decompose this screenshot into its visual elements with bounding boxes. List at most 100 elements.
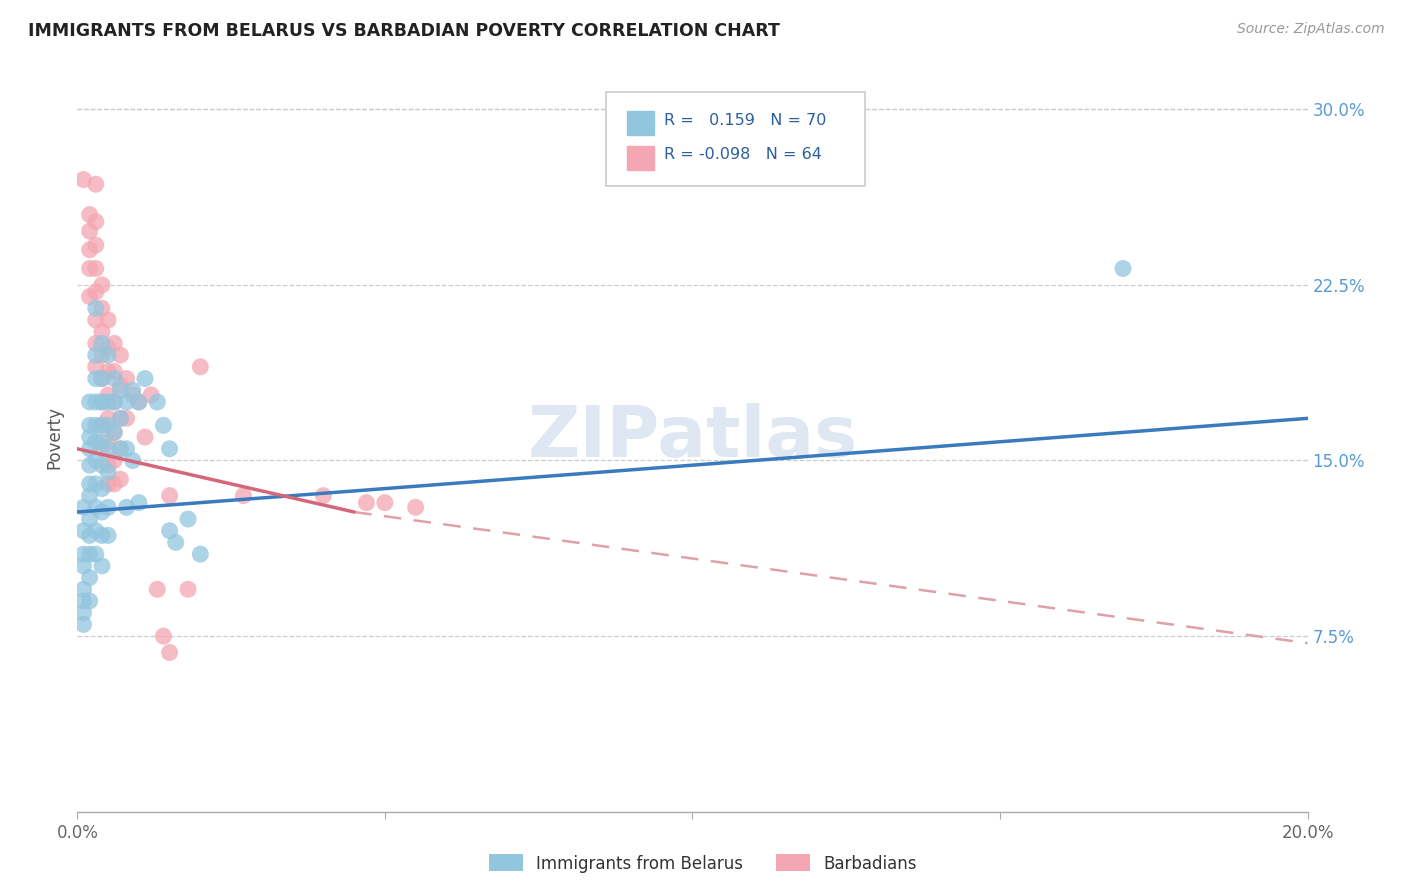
Point xyxy=(110,384,132,398)
Point xyxy=(79,512,101,526)
Point xyxy=(165,535,187,549)
Point xyxy=(152,418,174,433)
Point xyxy=(79,208,101,222)
Point xyxy=(128,395,150,409)
Point xyxy=(103,395,125,409)
Point xyxy=(374,495,396,509)
Point xyxy=(110,442,132,456)
Point xyxy=(84,371,107,385)
Point xyxy=(84,476,107,491)
Point xyxy=(90,395,114,409)
Point xyxy=(103,336,125,351)
Point xyxy=(79,418,101,433)
Point xyxy=(84,348,107,362)
Point xyxy=(97,528,120,542)
Point xyxy=(90,482,114,496)
Point xyxy=(97,476,120,491)
Point xyxy=(79,547,101,561)
Point xyxy=(84,261,107,276)
Point xyxy=(97,465,120,479)
Point xyxy=(97,313,120,327)
Point xyxy=(84,301,107,316)
Point xyxy=(84,313,107,327)
Point xyxy=(79,476,101,491)
Point xyxy=(103,476,125,491)
Point xyxy=(72,547,94,561)
Point xyxy=(121,388,143,402)
Point xyxy=(90,371,114,385)
FancyBboxPatch shape xyxy=(606,93,865,186)
Point xyxy=(103,364,125,378)
Text: R =   0.159   N = 70: R = 0.159 N = 70 xyxy=(664,112,827,128)
Text: R = -0.098   N = 64: R = -0.098 N = 64 xyxy=(664,147,823,162)
Point xyxy=(405,500,427,515)
Point xyxy=(84,177,107,191)
Point xyxy=(90,505,114,519)
Point xyxy=(110,378,132,392)
Point xyxy=(356,495,378,509)
Text: IMMIGRANTS FROM BELARUS VS BARBADIAN POVERTY CORRELATION CHART: IMMIGRANTS FROM BELARUS VS BARBADIAN POV… xyxy=(28,22,780,40)
Point xyxy=(121,453,143,467)
Point xyxy=(84,214,107,228)
Point xyxy=(159,646,181,660)
Point xyxy=(84,285,107,299)
Point xyxy=(84,336,107,351)
Point xyxy=(84,238,107,252)
Point xyxy=(90,348,114,362)
Point xyxy=(97,434,120,449)
Point xyxy=(152,629,174,643)
Point xyxy=(97,500,120,515)
Point xyxy=(72,500,94,515)
Point xyxy=(134,430,156,444)
Point xyxy=(79,243,101,257)
Point xyxy=(79,395,101,409)
Point xyxy=(159,442,181,456)
Point xyxy=(146,395,169,409)
Bar xyxy=(627,112,654,135)
Point xyxy=(90,434,114,449)
Point xyxy=(115,411,138,425)
Point xyxy=(72,172,94,186)
Point xyxy=(110,411,132,425)
Point xyxy=(72,558,94,573)
Point xyxy=(72,582,94,597)
Point xyxy=(72,617,94,632)
Point xyxy=(141,388,163,402)
Point xyxy=(128,495,150,509)
Point xyxy=(115,500,138,515)
Point xyxy=(84,359,107,374)
Point xyxy=(103,425,125,440)
Point xyxy=(79,430,101,444)
Point xyxy=(134,371,156,385)
Point xyxy=(312,489,335,503)
Point xyxy=(146,582,169,597)
Point xyxy=(97,458,120,473)
Point xyxy=(79,571,101,585)
Point xyxy=(84,418,107,433)
Point xyxy=(84,524,107,538)
Bar xyxy=(627,145,654,169)
Point xyxy=(97,364,120,378)
Y-axis label: Poverty: Poverty xyxy=(45,406,63,468)
Point xyxy=(90,558,114,573)
Point xyxy=(177,582,200,597)
Point xyxy=(110,472,132,486)
Point xyxy=(110,348,132,362)
Point xyxy=(79,442,101,456)
Point xyxy=(188,359,212,374)
Text: ZIPatlas: ZIPatlas xyxy=(527,402,858,472)
Point xyxy=(103,453,125,467)
Point xyxy=(110,411,132,425)
Point xyxy=(72,524,94,538)
Point xyxy=(121,384,143,398)
Point xyxy=(177,512,200,526)
Point xyxy=(79,261,101,276)
Point xyxy=(97,395,120,409)
Point xyxy=(79,224,101,238)
Point xyxy=(90,442,114,456)
Point xyxy=(232,489,254,503)
Point xyxy=(97,442,120,456)
Point xyxy=(90,418,114,433)
Point xyxy=(115,395,138,409)
Point xyxy=(103,395,125,409)
